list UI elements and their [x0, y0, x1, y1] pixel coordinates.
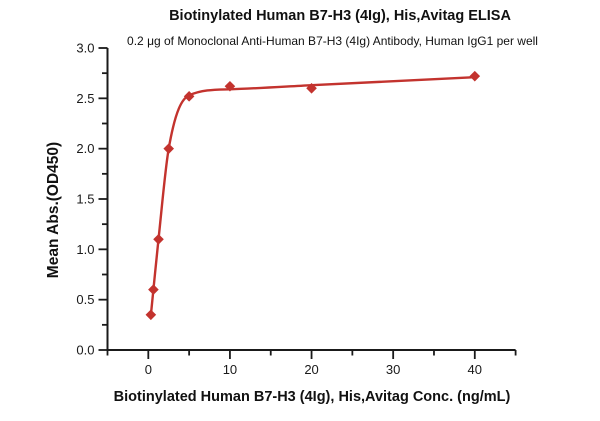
data-point-marker: [148, 284, 159, 295]
y-axis-label: Mean Abs.(OD450): [45, 141, 62, 279]
data-point-marker: [163, 143, 175, 154]
data-point-marker: [153, 233, 164, 245]
y-tick-label: 1.5: [76, 192, 94, 207]
x-tick-label: 40: [468, 362, 482, 377]
data-point-marker: [183, 91, 195, 102]
x-tick-label: 30: [386, 362, 400, 377]
data-point-marker: [145, 309, 157, 321]
data-point-marker: [224, 80, 236, 92]
y-tick-label: 2.0: [76, 141, 94, 156]
data-point-marker: [469, 70, 481, 82]
y-tick-label: 3.0: [76, 41, 94, 56]
x-tick-label: 10: [223, 362, 237, 377]
y-tick-label: 2.5: [76, 91, 94, 106]
fit-curve-line: [149, 76, 476, 316]
data-point-marker: [306, 82, 317, 94]
x-tick-label: 20: [304, 362, 318, 377]
x-axis-label: Biotinylated Human B7-H3 (4Ig), His,Avit…: [113, 389, 511, 405]
y-tick-label: 0.0: [76, 343, 94, 358]
y-tick-label: 1.0: [76, 242, 94, 257]
chart-subtitle: 0.2 μg of Monoclonal Anti-Human B7-H3 (4…: [127, 34, 538, 48]
x-tick-label: 0: [145, 362, 152, 377]
chart-title: Biotinylated Human B7-H3 (4Ig), His,Avit…: [169, 8, 511, 24]
y-tick-label: 0.5: [76, 292, 94, 307]
